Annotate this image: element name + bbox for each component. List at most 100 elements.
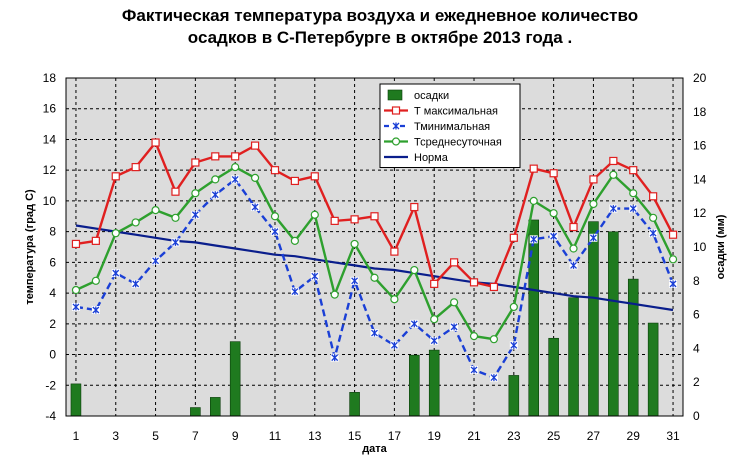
legend-label: Т максимальная bbox=[414, 106, 498, 118]
tavg-marker bbox=[390, 295, 399, 304]
x-tick-label: 23 bbox=[507, 429, 521, 443]
tavg-marker bbox=[370, 273, 379, 282]
tavg-marker bbox=[330, 290, 339, 299]
x-tick-label: 29 bbox=[627, 429, 641, 443]
legend: осадки Т максимальная Тминимальная Тсреднес… bbox=[379, 83, 521, 168]
tmin-marker bbox=[609, 205, 617, 213]
y-left-tick-label: -2 bbox=[45, 378, 56, 392]
tmax-marker bbox=[469, 278, 479, 287]
tavg-marker bbox=[549, 209, 558, 218]
x-tick-label: 9 bbox=[232, 429, 239, 443]
x-tick-label: 19 bbox=[428, 429, 442, 443]
tmax-marker bbox=[111, 172, 120, 181]
precip-bar bbox=[190, 407, 201, 417]
precip-bar bbox=[209, 397, 221, 417]
x-tick-label: 5 bbox=[152, 429, 159, 443]
y-right-tick-label: 4 bbox=[693, 341, 700, 355]
x-tick-label: 31 bbox=[666, 429, 680, 443]
precip-bar bbox=[70, 383, 82, 417]
legend-label: Тсреднесуточная bbox=[414, 137, 502, 149]
tmax-marker bbox=[270, 166, 280, 175]
x-tick-label: 11 bbox=[269, 429, 282, 443]
y-right-tick-label: 16 bbox=[693, 139, 707, 153]
legend-marker bbox=[392, 122, 400, 130]
series-markers bbox=[71, 138, 678, 382]
tmax-marker bbox=[430, 279, 439, 288]
precip-bar bbox=[608, 231, 619, 417]
tmax-marker bbox=[370, 212, 379, 221]
tmin-marker bbox=[390, 341, 398, 349]
y-axis-label-left: температура (град С) bbox=[24, 189, 36, 305]
tmax-marker bbox=[609, 156, 618, 166]
tmin-marker bbox=[510, 341, 518, 349]
tavg-marker bbox=[231, 163, 240, 172]
x-tick-label: 15 bbox=[348, 429, 362, 443]
x-tick-label: 3 bbox=[112, 429, 119, 443]
tmax-marker bbox=[649, 192, 658, 201]
axes bbox=[65, 77, 684, 417]
tmax-marker bbox=[489, 282, 499, 292]
tavg-marker bbox=[629, 189, 638, 198]
tmax-marker bbox=[91, 236, 100, 245]
precip-bar bbox=[528, 219, 540, 417]
chart-title-line-2: осадков в С-Петербурге в октябре 2013 го… bbox=[187, 28, 573, 47]
precip-bar bbox=[229, 341, 241, 417]
tavg-marker bbox=[509, 302, 518, 312]
tmin-marker bbox=[530, 235, 538, 243]
legend-label: осадки bbox=[414, 90, 449, 102]
tavg-marker bbox=[131, 218, 140, 227]
y-left-tick-label: 12 bbox=[43, 163, 57, 177]
tmin-marker bbox=[311, 272, 319, 280]
tmax-marker bbox=[390, 247, 399, 256]
x-tick-label: 27 bbox=[587, 429, 601, 443]
tmax-marker bbox=[290, 176, 299, 186]
tavg-marker bbox=[270, 212, 280, 221]
tavg-marker bbox=[430, 315, 439, 324]
tavg-marker bbox=[668, 255, 678, 264]
tavg-marker bbox=[71, 285, 81, 295]
y-left-tick-label: 18 bbox=[43, 71, 57, 85]
y-left-tick-label: 16 bbox=[43, 102, 57, 116]
tavg-marker bbox=[529, 196, 538, 206]
tavg-marker bbox=[589, 199, 598, 209]
tmin-marker bbox=[231, 175, 239, 183]
tmin-marker bbox=[251, 203, 259, 211]
y-left-tick-label: 14 bbox=[43, 132, 57, 146]
x-tick-label: 1 bbox=[73, 429, 80, 443]
tmax-marker bbox=[151, 138, 160, 147]
precip-bar bbox=[548, 337, 559, 417]
tavg-marker bbox=[310, 210, 319, 219]
precip-bar bbox=[428, 349, 440, 417]
plot-frame bbox=[65, 77, 684, 417]
tavg-marker bbox=[171, 213, 180, 222]
x-tick-label: 13 bbox=[308, 429, 322, 443]
tmin-marker bbox=[191, 211, 199, 219]
tmin-marker bbox=[649, 229, 657, 237]
y-left-tick-label: 2 bbox=[49, 317, 56, 331]
precip-bar bbox=[647, 322, 659, 417]
precipitation-bars bbox=[70, 219, 659, 417]
tmax-marker bbox=[310, 172, 319, 181]
y-axis-label-right: осадки (мм) bbox=[715, 214, 727, 279]
tmax-marker bbox=[330, 216, 339, 225]
precip-bar bbox=[349, 392, 360, 417]
tmax-marker bbox=[350, 215, 359, 224]
tmin-marker bbox=[410, 320, 418, 328]
tmax-marker bbox=[589, 175, 598, 184]
y-right-tick-label: 2 bbox=[693, 375, 700, 389]
tmin-marker bbox=[629, 205, 637, 213]
legend-label: Тминимальная bbox=[414, 121, 490, 133]
tmax-marker bbox=[131, 163, 140, 172]
y-right-tick-label: 0 bbox=[693, 409, 700, 423]
tmin-marker bbox=[152, 257, 160, 265]
y-left-tick-label: 6 bbox=[49, 255, 56, 269]
tavg-marker bbox=[609, 170, 618, 179]
tmax-marker bbox=[549, 169, 558, 178]
tavg-marker bbox=[569, 244, 578, 253]
tavg-marker bbox=[649, 213, 658, 222]
tmin-marker bbox=[450, 323, 458, 331]
tmax-marker bbox=[250, 141, 260, 150]
chart-title-line-1: Фактическая температура воздуха и ежедне… bbox=[121, 6, 639, 25]
tavg-marker bbox=[450, 298, 459, 307]
